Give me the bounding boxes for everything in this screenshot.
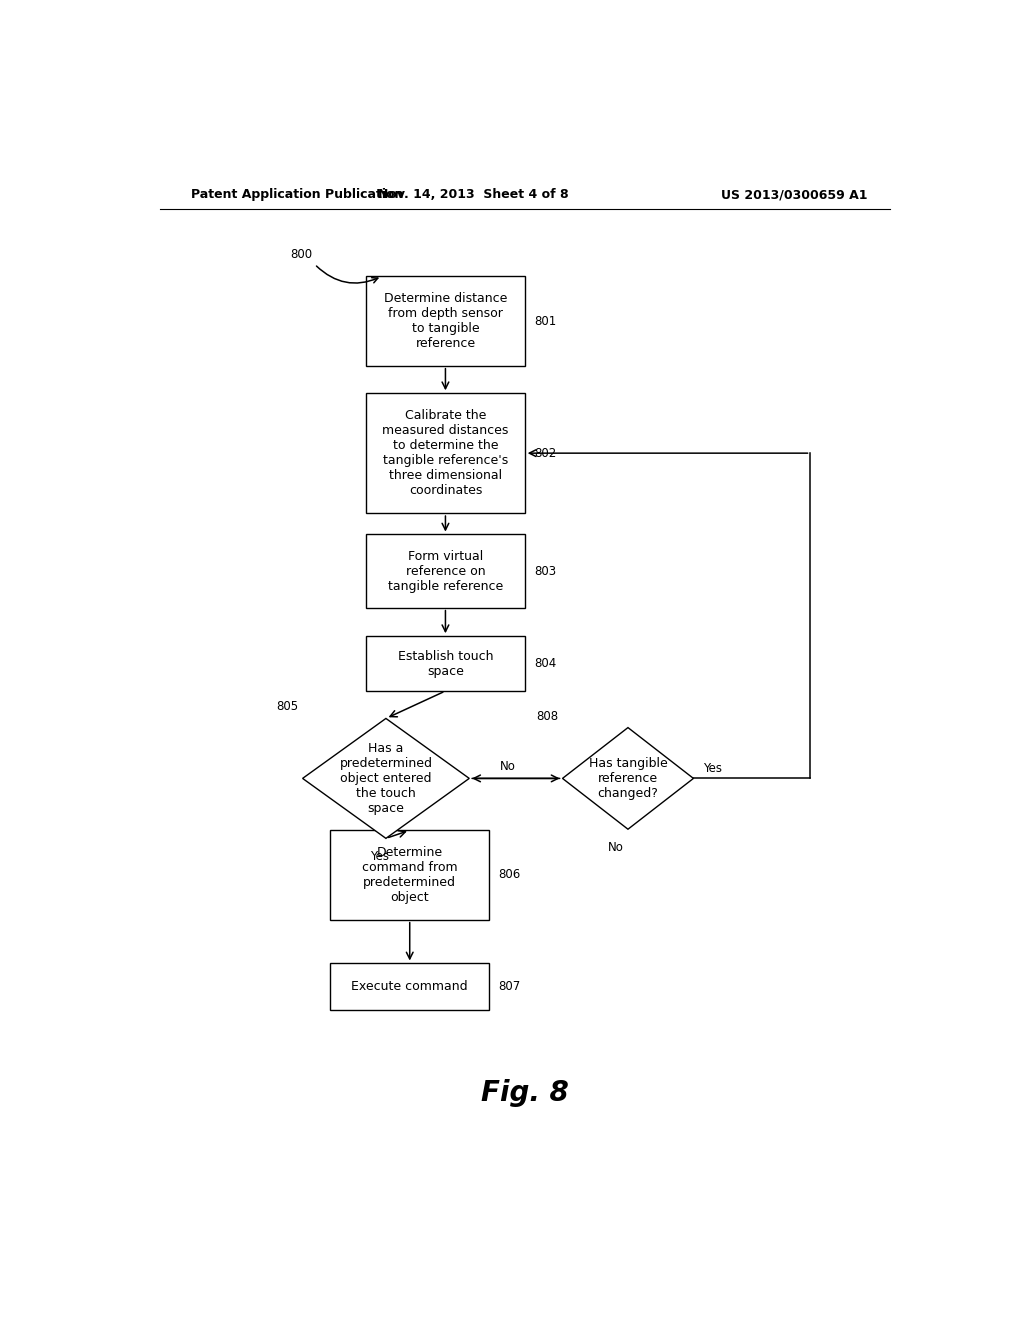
Text: US 2013/0300659 A1: US 2013/0300659 A1	[721, 189, 868, 202]
Text: 800: 800	[291, 248, 312, 261]
Text: 805: 805	[276, 701, 299, 713]
Text: Determine distance
from depth sensor
to tangible
reference: Determine distance from depth sensor to …	[384, 292, 507, 350]
Text: No: No	[608, 841, 624, 854]
FancyBboxPatch shape	[367, 535, 524, 607]
Text: Fig. 8: Fig. 8	[481, 1080, 568, 1107]
FancyBboxPatch shape	[367, 276, 524, 366]
Text: Nov. 14, 2013  Sheet 4 of 8: Nov. 14, 2013 Sheet 4 of 8	[378, 189, 568, 202]
Text: Calibrate the
measured distances
to determine the
tangible reference's
three dim: Calibrate the measured distances to dete…	[382, 409, 509, 498]
Text: 804: 804	[535, 657, 557, 671]
Text: 803: 803	[535, 565, 556, 578]
Text: Form virtual
reference on
tangible reference: Form virtual reference on tangible refer…	[388, 549, 503, 593]
Text: 801: 801	[535, 314, 557, 327]
Text: 802: 802	[535, 446, 557, 459]
FancyBboxPatch shape	[331, 964, 489, 1010]
Text: Has tangible
reference
changed?: Has tangible reference changed?	[589, 756, 668, 800]
Text: 808: 808	[537, 710, 558, 722]
Text: Yes: Yes	[702, 762, 722, 775]
Text: Determine
command from
predetermined
object: Determine command from predetermined obj…	[361, 846, 458, 904]
Polygon shape	[562, 727, 693, 829]
FancyArrowPatch shape	[316, 267, 378, 282]
Text: 806: 806	[499, 869, 521, 882]
Text: Yes: Yes	[370, 850, 389, 863]
Polygon shape	[303, 718, 469, 838]
Text: 807: 807	[499, 981, 521, 993]
Text: Has a
predetermined
object entered
the touch
space: Has a predetermined object entered the t…	[339, 742, 432, 814]
Text: No: No	[500, 760, 516, 772]
FancyBboxPatch shape	[367, 393, 524, 513]
Text: Execute command: Execute command	[351, 981, 468, 993]
Text: Establish touch
space: Establish touch space	[397, 649, 494, 677]
FancyBboxPatch shape	[331, 830, 489, 920]
FancyBboxPatch shape	[367, 636, 524, 690]
Text: Patent Application Publication: Patent Application Publication	[191, 189, 403, 202]
